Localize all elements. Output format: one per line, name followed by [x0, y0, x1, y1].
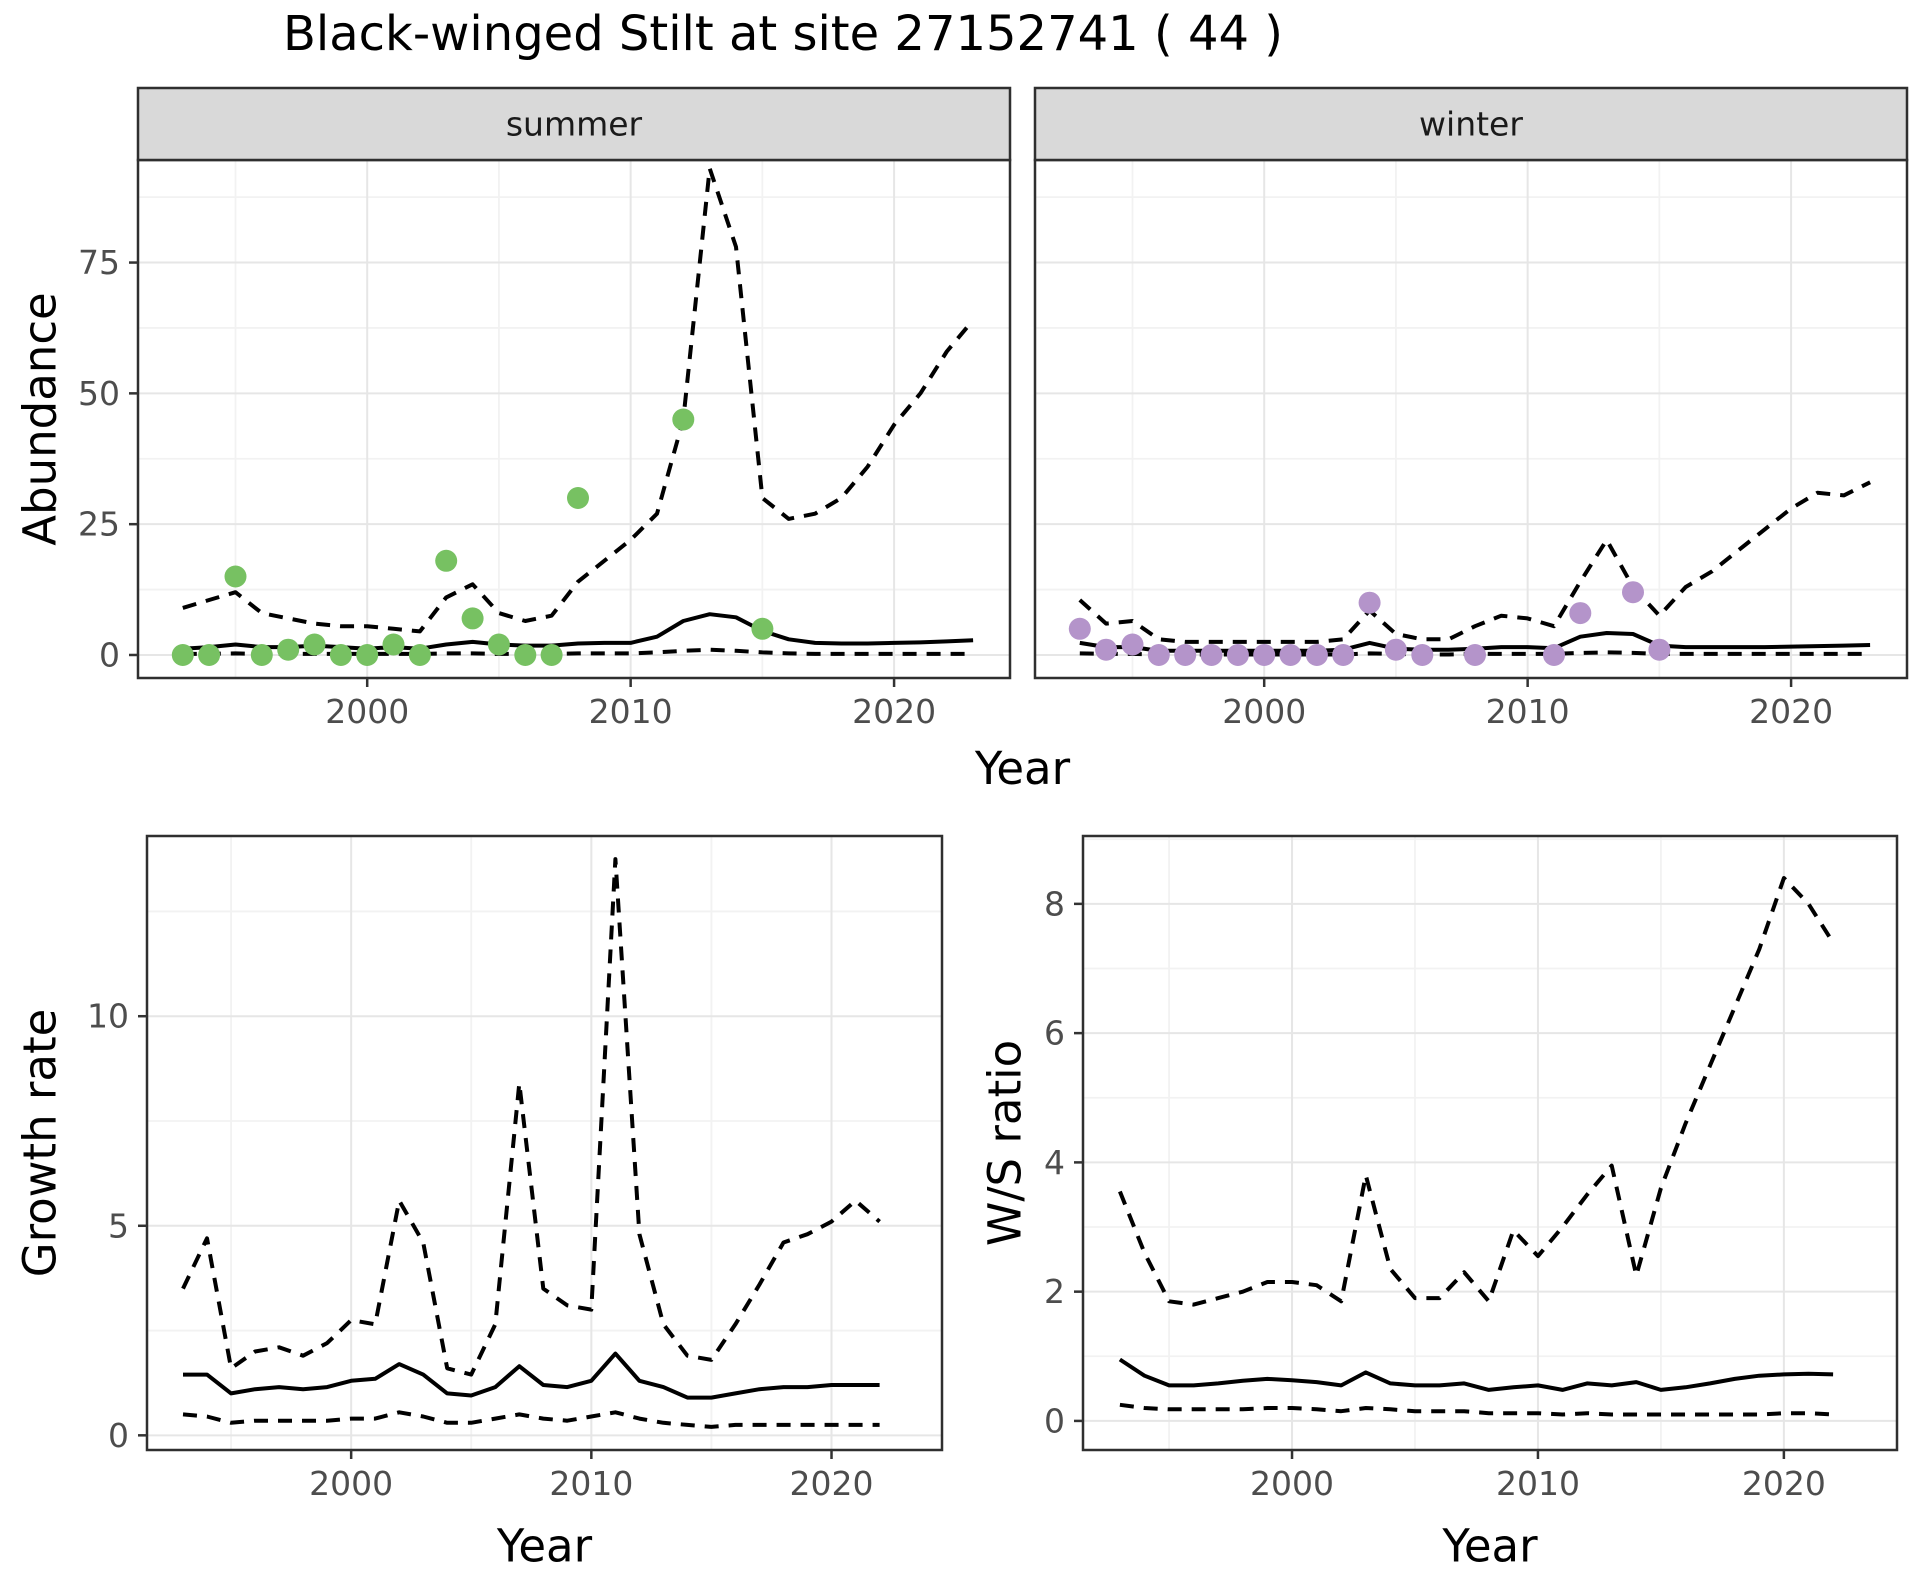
y-tick-label: 25: [78, 505, 120, 544]
data-point: [356, 644, 379, 666]
data-point: [1279, 644, 1302, 666]
data-point: [1358, 591, 1381, 614]
data-point: [1121, 633, 1144, 656]
abundance-winter-panel: winter 2000 2010 2020: [1020, 55, 1920, 795]
y-tick-label: 10: [87, 997, 129, 1036]
x-tick-label: 2020: [1742, 1464, 1826, 1503]
y-axis-title: Abundance: [14, 292, 67, 545]
series-upper_ci: [1078, 480, 1871, 644]
data-point: [1253, 644, 1276, 666]
top-x-axis-title: Year: [974, 742, 1071, 795]
data-point: [1411, 644, 1434, 666]
data-point: [435, 549, 458, 572]
x-tick-label: 2000: [1250, 1464, 1334, 1503]
plot-panel: [138, 160, 1010, 678]
facet-strip: [1033, 86, 1909, 162]
y-axis-title: Growth rate: [14, 1009, 67, 1278]
data-point: [1464, 644, 1486, 666]
series-median: [183, 1351, 880, 1400]
data-point: [329, 644, 352, 666]
chart-svg-abundance-summer: summer 2000 2010 2020 0 25 50 75 Abundance: [14, 86, 1012, 731]
data-point: [408, 644, 431, 666]
panel-border: [145, 834, 944, 1452]
series-median: [1118, 1357, 1834, 1392]
y-tick-label: 8: [1044, 884, 1065, 923]
data-point: [224, 565, 247, 588]
y-tick-label: 0: [99, 635, 120, 674]
data-point: [277, 638, 300, 661]
data-point: [171, 644, 194, 666]
y-tick-label: 0: [108, 1416, 129, 1455]
series-upper_ci: [1118, 876, 1835, 1307]
data-point: [1174, 644, 1197, 666]
data-point: [1543, 644, 1565, 666]
x-tick-label: 2020: [790, 1464, 874, 1503]
data-point: [751, 617, 774, 640]
x-axis-title: Year: [1441, 1520, 1538, 1570]
data-point: [382, 633, 405, 656]
data-point: [303, 633, 326, 656]
x-tick-label: 2010: [1486, 692, 1570, 731]
y-tick-label: 75: [78, 243, 120, 282]
x-tick-label: 2000: [325, 692, 409, 731]
x-axis-title: Year: [496, 1520, 593, 1570]
facet-strip-label: winter: [1419, 105, 1523, 144]
abundance-summer-panel: summer 2000 2010 2020 0 25 50 75 Abundance: [0, 55, 1020, 795]
series-upper_ci: [181, 857, 881, 1377]
data-point: [1384, 638, 1407, 661]
data-point: [1569, 602, 1592, 625]
series-lower_ci: [182, 1410, 880, 1429]
x-tick-label: 2020: [1749, 692, 1833, 731]
plot-panel: [1035, 160, 1907, 678]
data-point: [1068, 617, 1091, 640]
data-point: [250, 644, 273, 666]
data-point: [1622, 581, 1644, 604]
y-tick-label: 50: [78, 374, 120, 413]
data-point: [1332, 644, 1355, 666]
data-point: [1200, 644, 1223, 666]
data-point: [540, 644, 563, 666]
y-tick-label: 4: [1044, 1143, 1065, 1182]
y-tick-label: 2: [1044, 1272, 1065, 1311]
data-point: [514, 644, 537, 666]
x-tick-label: 2000: [1222, 692, 1306, 731]
ws-ratio-panel: 2000 2010 2020 0 2 4 6 8 W/S ratio Year: [960, 800, 1920, 1570]
facet-strip-label: summer: [506, 105, 643, 144]
y-tick-label: 0: [1044, 1401, 1065, 1440]
facet-strip: [136, 86, 1012, 162]
series-upper_ci: [182, 166, 975, 634]
x-tick-label: 2010: [589, 692, 673, 731]
panel-border: [1081, 834, 1899, 1452]
data-point: [1305, 644, 1328, 666]
x-tick-label: 2010: [549, 1464, 633, 1503]
data-point: [1147, 644, 1170, 666]
data-point: [567, 487, 589, 509]
plot-panel: [1083, 836, 1897, 1450]
data-point: [461, 607, 484, 630]
x-tick-label: 2000: [309, 1464, 393, 1503]
plot-panel: [147, 836, 942, 1450]
chart-svg-abundance-winter: winter 2000 2010 2020: [1033, 86, 1909, 731]
x-tick-label: 2020: [852, 692, 936, 731]
growth-rate-panel: 2000 2010 2020 0 5 10 Growth rate Year: [0, 800, 985, 1570]
data-point: [1648, 638, 1671, 661]
y-tick-label: 5: [108, 1206, 129, 1245]
data-point: [672, 408, 695, 431]
plot-title: Black-winged Stilt at site 27152741 ( 44…: [282, 6, 1284, 62]
y-axis-title: W/S ratio: [979, 1040, 1032, 1246]
chart-svg-ws-ratio: 2000 2010 2020 0 2 4 6 8 W/S ratio Year: [979, 834, 1899, 1570]
chart-svg-growth-rate: 2000 2010 2020 0 5 10 Growth rate Year: [14, 834, 944, 1570]
data-point: [487, 633, 510, 656]
data-point: [198, 644, 221, 666]
data-point: [1095, 638, 1118, 661]
y-tick-label: 6: [1044, 1014, 1065, 1053]
x-tick-label: 2010: [1496, 1464, 1580, 1503]
data-point: [1226, 644, 1249, 666]
